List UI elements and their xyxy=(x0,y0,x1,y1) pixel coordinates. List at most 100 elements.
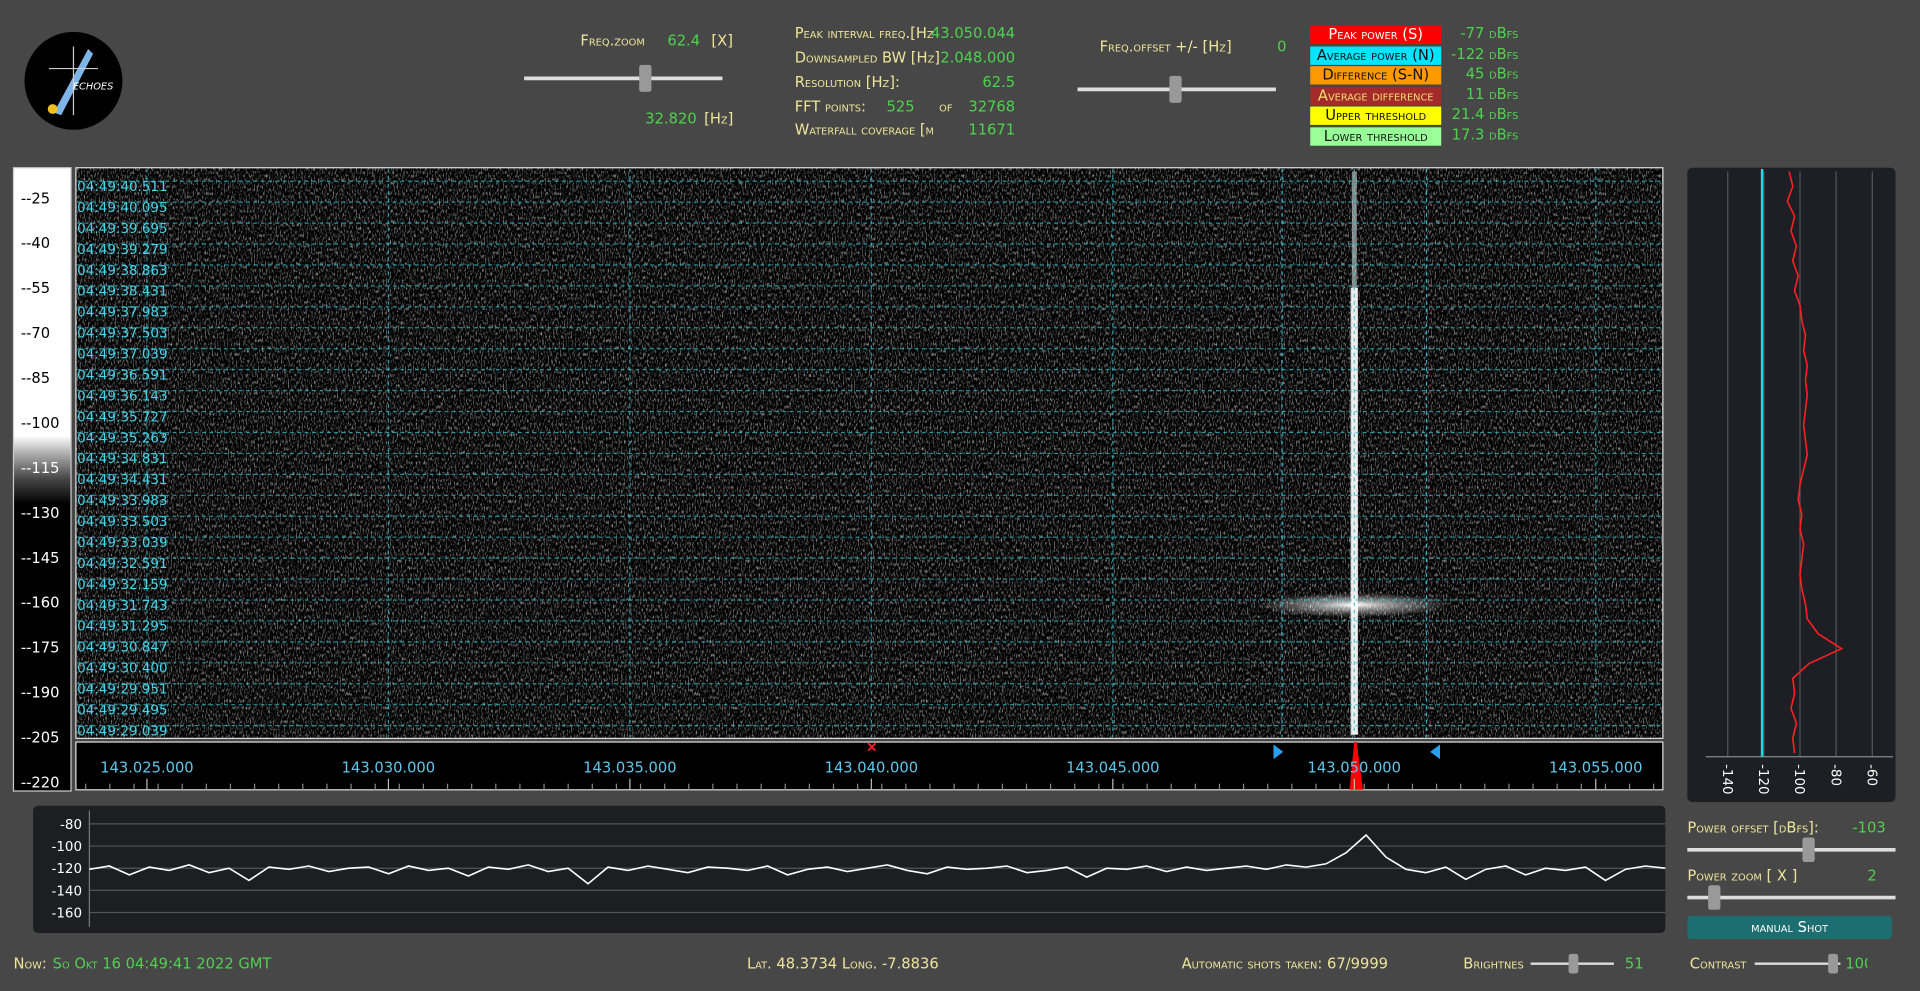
spectrum-line xyxy=(89,833,1666,885)
scale-label: --130 xyxy=(21,505,60,522)
label: Contrast xyxy=(1689,955,1747,973)
freq-label: 143.045.000 xyxy=(1066,760,1159,777)
range-marker xyxy=(1430,744,1441,760)
profile-line xyxy=(1786,171,1844,754)
timestamp: 04:49:40.511 xyxy=(77,180,167,195)
timestamp: 04:49:39.695 xyxy=(77,222,167,237)
info-value: 2.048.000 xyxy=(940,48,1016,67)
level-value: 17.3 dBfs xyxy=(1451,126,1519,144)
scale-label: --220 xyxy=(21,774,60,791)
x-tick-label: -140 xyxy=(1719,764,1734,795)
timestamp: 04:49:33.983 xyxy=(77,494,167,509)
freq-label: 143.040.000 xyxy=(825,760,918,777)
signal-trace xyxy=(1350,287,1358,735)
timestamp: 04:49:36.143 xyxy=(77,389,167,404)
timestamp: 04:49:34.831 xyxy=(77,452,167,467)
logo-cross xyxy=(48,46,98,116)
level-value: -77 dBfs xyxy=(1460,24,1519,42)
value: 32.820 xyxy=(645,110,697,128)
level-value: 45 dBfs xyxy=(1465,65,1519,83)
level-box: Difference (S-N) xyxy=(1310,66,1442,85)
info-label: Downsampled BW [Hz] xyxy=(794,48,941,67)
info-value: 62.5 xyxy=(982,73,1016,91)
timestamp: 04:49:40.095 xyxy=(77,201,167,216)
timestamp: 04:49:29.951 xyxy=(77,683,167,698)
peak-marker xyxy=(1349,742,1363,790)
timestamp: 04:49:35.263 xyxy=(77,431,167,446)
level-box: Upper threshold xyxy=(1310,107,1442,126)
timestamp: 04:49:37.503 xyxy=(77,327,167,342)
timestamp: 04:49:37.039 xyxy=(77,348,167,363)
unit: [X] xyxy=(711,31,733,49)
timestamp: 04:49:35.727 xyxy=(77,410,167,425)
timestamp: 04:49:33.039 xyxy=(77,536,167,551)
label: Brightnes xyxy=(1463,955,1524,973)
timestamp: 04:49:38.863 xyxy=(77,264,167,279)
x-tick-label: -120 xyxy=(1755,764,1770,795)
freq-label: 143.035.000 xyxy=(583,760,676,777)
info-value: 525 xyxy=(886,97,915,116)
timestamp: 04:49:38.431 xyxy=(77,285,167,300)
info-label: Resolution [Hz]: xyxy=(794,73,900,91)
freq-label: 143.030.000 xyxy=(342,760,435,777)
level-box: Lower threshold xyxy=(1310,127,1442,146)
x-tick-label: -60 xyxy=(1863,764,1878,786)
slider-thumb[interactable] xyxy=(1169,75,1182,103)
freq-label: 143.050.000 xyxy=(1308,760,1401,777)
info-value: 43.050.044 xyxy=(930,24,1016,42)
label: Lat. 48.3734 Long. -7.8836 xyxy=(746,955,939,973)
x-tick-label: -80 xyxy=(1827,764,1842,786)
slider-thumb[interactable] xyxy=(1802,837,1815,863)
slider-thumb[interactable] xyxy=(1828,953,1838,974)
info-label: Waterfall coverage [m xyxy=(794,121,935,139)
profile-panel xyxy=(1687,167,1896,803)
slider-thumb[interactable] xyxy=(1568,953,1579,974)
timestamp: 04:49:39.279 xyxy=(77,243,167,258)
manual-shot-button[interactable]: manual Shot xyxy=(1687,915,1892,940)
label: Freq.offset +/- [Hz] xyxy=(1099,37,1232,56)
label: Power zoom [ X ] xyxy=(1687,866,1798,885)
label: Power offset [dBfs]: xyxy=(1687,819,1819,837)
slider-thumb[interactable] xyxy=(639,64,652,92)
scale-label: --205 xyxy=(21,730,60,747)
waterfall-noise xyxy=(75,167,1663,739)
level-box: Peak power (S) xyxy=(1310,25,1442,45)
level-value: 11 dBfs xyxy=(1465,85,1519,103)
value: 0 xyxy=(1277,37,1287,56)
scale-label: --55 xyxy=(21,280,50,297)
timestamp: 04:49:32.591 xyxy=(77,557,167,572)
scale-label: --190 xyxy=(21,685,60,702)
freq-label: 143.055.000 xyxy=(1549,760,1642,777)
info-label: FFT points: xyxy=(794,97,866,116)
scale-label: --40 xyxy=(21,235,50,252)
value: -103 xyxy=(1852,819,1886,837)
scale-label: --100 xyxy=(21,415,60,432)
y-tick-label: -160 xyxy=(51,906,82,921)
timestamp: 04:49:32.159 xyxy=(77,578,167,593)
level-box: Average difference xyxy=(1310,86,1442,106)
value: So Okt 16 04:49:41 2022 GMT xyxy=(52,955,272,973)
y-tick-label: -120 xyxy=(51,862,82,877)
x-tick-label: -100 xyxy=(1791,764,1806,795)
scale-label: --160 xyxy=(21,595,60,612)
info-of: of xyxy=(939,97,953,116)
unit: [Hz] xyxy=(704,110,734,128)
scale-label: --70 xyxy=(21,325,50,342)
slider-thumb[interactable] xyxy=(1708,885,1721,910)
level-box: Average power (N) xyxy=(1310,46,1442,65)
scale-label: --85 xyxy=(21,370,50,387)
spectrum-panel xyxy=(33,805,1666,934)
info-value: 11671 xyxy=(968,121,1016,139)
value: 100 xyxy=(1845,955,1867,973)
timestamp: 04:49:34.431 xyxy=(77,473,167,488)
y-tick-label: -100 xyxy=(51,840,82,855)
timestamp: 04:49:37.983 xyxy=(77,306,167,321)
info-value: 32768 xyxy=(968,97,1016,116)
level-value: 21.4 dBfs xyxy=(1451,105,1519,123)
scale-label: --175 xyxy=(21,640,60,657)
value: 62.4 xyxy=(667,31,701,49)
color-scale xyxy=(12,167,72,792)
y-tick-label: -140 xyxy=(51,884,82,899)
